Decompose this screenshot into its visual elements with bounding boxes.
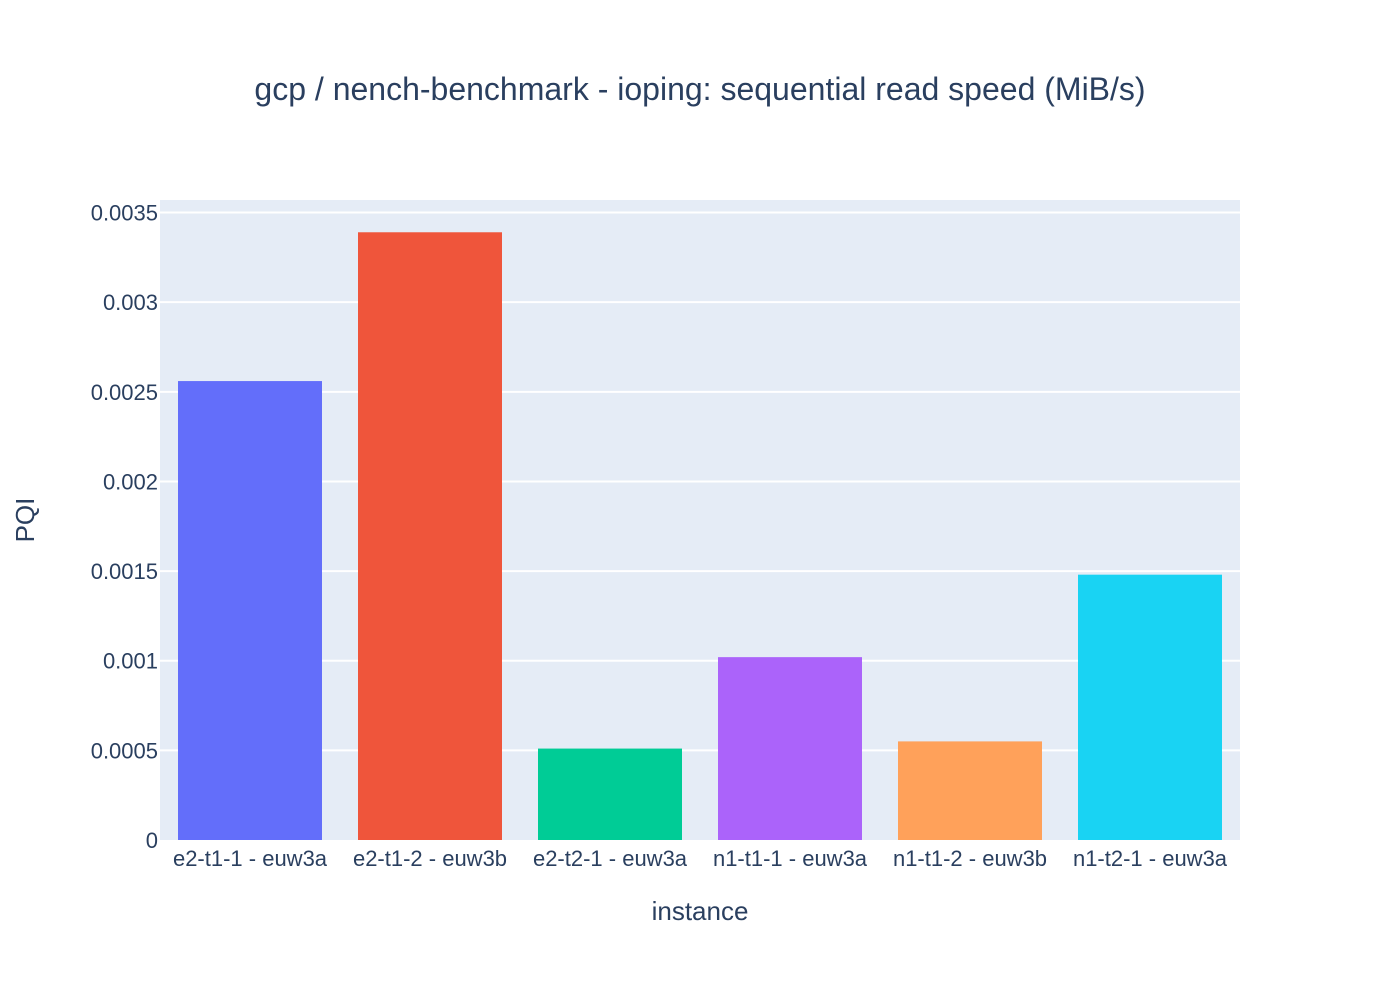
bars <box>178 232 1222 840</box>
plot-area <box>160 200 1240 840</box>
gridlines <box>160 211 1240 752</box>
y-tick-label: 0.002 <box>103 469 158 494</box>
bar-e2-t2-1-euw3a[interactable] <box>538 748 682 840</box>
y-tick-label: 0.0005 <box>91 738 158 763</box>
bar-n1-t2-1-euw3a[interactable] <box>1078 574 1222 840</box>
x-tick-label: n1-t1-1 - euw3a <box>713 846 868 871</box>
x-tick-label: e2-t1-2 - euw3b <box>353 846 507 871</box>
bar-n1-t1-1-euw3a[interactable] <box>718 657 862 840</box>
y-axis-ticks: 0 0.0005 0.001 0.0015 0.002 0.0025 0.003 0.0035 <box>91 201 158 853</box>
x-tick-label: e2-t2-1 - euw3a <box>533 846 688 871</box>
x-axis-ticks: e2-t1-1 - euw3a e2-t1-2 - euw3b e2-t2-1 - … <box>173 846 1228 871</box>
x-axis-title: instance <box>652 896 749 926</box>
x-tick-label: n1-t1-2 - euw3b <box>893 846 1047 871</box>
y-axis-title: PQI <box>10 498 40 543</box>
bar-e2-t1-1-euw3a[interactable] <box>178 381 322 840</box>
y-tick-label: 0.0035 <box>91 201 158 226</box>
x-tick-label: e2-t1-1 - euw3a <box>173 846 328 871</box>
bar-e2-t1-2-euw3b[interactable] <box>358 232 502 840</box>
chart-title: gcp / nench-benchmark - ioping: sequenti… <box>254 71 1145 107</box>
y-tick-label: 0.003 <box>103 290 158 315</box>
y-tick-label: 0.001 <box>103 649 158 674</box>
y-tick-label: 0.0025 <box>91 380 158 405</box>
bar-n1-t1-2-euw3b[interactable] <box>898 741 1042 840</box>
x-tick-label: n1-t2-1 - euw3a <box>1073 846 1228 871</box>
y-tick-label: 0 <box>146 828 158 853</box>
y-tick-label: 0.0015 <box>91 559 158 584</box>
